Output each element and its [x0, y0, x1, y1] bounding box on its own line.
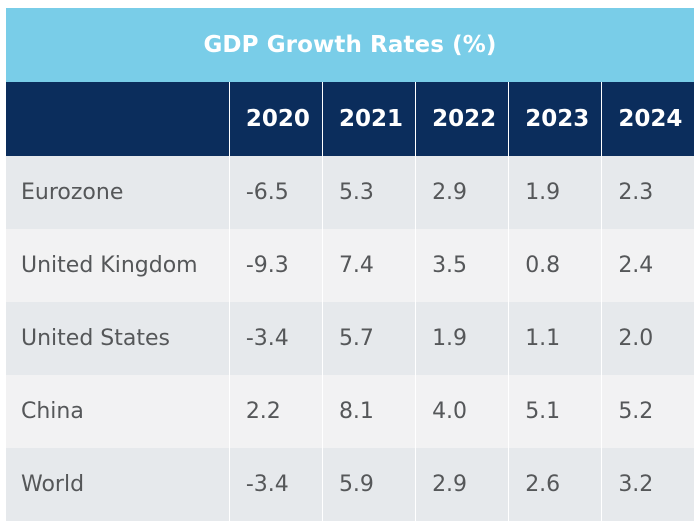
value-cell: 8.1 — [321, 375, 416, 448]
row-label: United States — [21, 326, 170, 351]
row-label: Eurozone — [21, 180, 124, 205]
value-cell: 0.8 — [508, 229, 602, 302]
value-cell: 2.3 — [601, 156, 694, 229]
value-cell: 3.5 — [415, 229, 509, 302]
header-year-cell: 2020 — [228, 82, 323, 156]
table-row: Eurozone -6.5 5.3 2.9 1.9 2.3 — [6, 156, 694, 229]
value-cell: 5.1 — [508, 375, 602, 448]
value-cell: 3.2 — [601, 448, 694, 521]
value-cell: 2.0 — [601, 302, 694, 375]
table-title: GDP Growth Rates (%) — [6, 8, 694, 82]
value-cell: -9.3 — [228, 229, 323, 302]
row-label: China — [21, 399, 84, 424]
data-table: 2020 2021 2022 2023 2024 Eurozone -6.5 5… — [6, 82, 694, 521]
value-cell: 2.6 — [508, 448, 602, 521]
value-cell: 4.0 — [415, 375, 509, 448]
value-cell: 2.2 — [228, 375, 323, 448]
value-cell: 2.9 — [415, 156, 509, 229]
gdp-growth-table: GDP Growth Rates (%) 2020 2021 2022 2023… — [6, 8, 694, 523]
value-cell: 5.3 — [321, 156, 416, 229]
value-cell: 5.9 — [321, 448, 416, 521]
row-label: World — [21, 472, 85, 497]
value-cell: 2.4 — [601, 229, 694, 302]
value-cell: 1.9 — [508, 156, 602, 229]
table-row: World -3.4 5.9 2.9 2.6 3.2 — [6, 448, 694, 521]
table-header: 2020 2021 2022 2023 2024 — [6, 82, 694, 156]
header-year-cell: 2023 — [508, 82, 602, 156]
value-cell: -3.4 — [228, 448, 323, 521]
value-cell: 2.9 — [415, 448, 509, 521]
header-year-cell: 2022 — [415, 82, 509, 156]
header-row: 2020 2021 2022 2023 2024 — [6, 82, 694, 156]
value-cell: 5.2 — [601, 375, 694, 448]
table-row: China 2.2 8.1 4.0 5.1 5.2 — [6, 375, 694, 448]
header-country-cell — [6, 82, 229, 156]
table-row: United Kingdom -9.3 7.4 3.5 0.8 2.4 — [6, 229, 694, 302]
row-label: United Kingdom — [21, 253, 198, 278]
value-cell: -6.5 — [228, 156, 323, 229]
table-body: Eurozone -6.5 5.3 2.9 1.9 2.3 United Kin… — [6, 156, 694, 521]
header-year-cell: 2024 — [601, 82, 694, 156]
table-row: United States -3.4 5.7 1.9 1.1 2.0 — [6, 302, 694, 375]
value-cell: 1.9 — [415, 302, 509, 375]
value-cell: 7.4 — [321, 229, 416, 302]
header-year-cell: 2021 — [321, 82, 416, 156]
value-cell: 5.7 — [321, 302, 416, 375]
value-cell: -3.4 — [228, 302, 323, 375]
value-cell: 1.1 — [508, 302, 602, 375]
